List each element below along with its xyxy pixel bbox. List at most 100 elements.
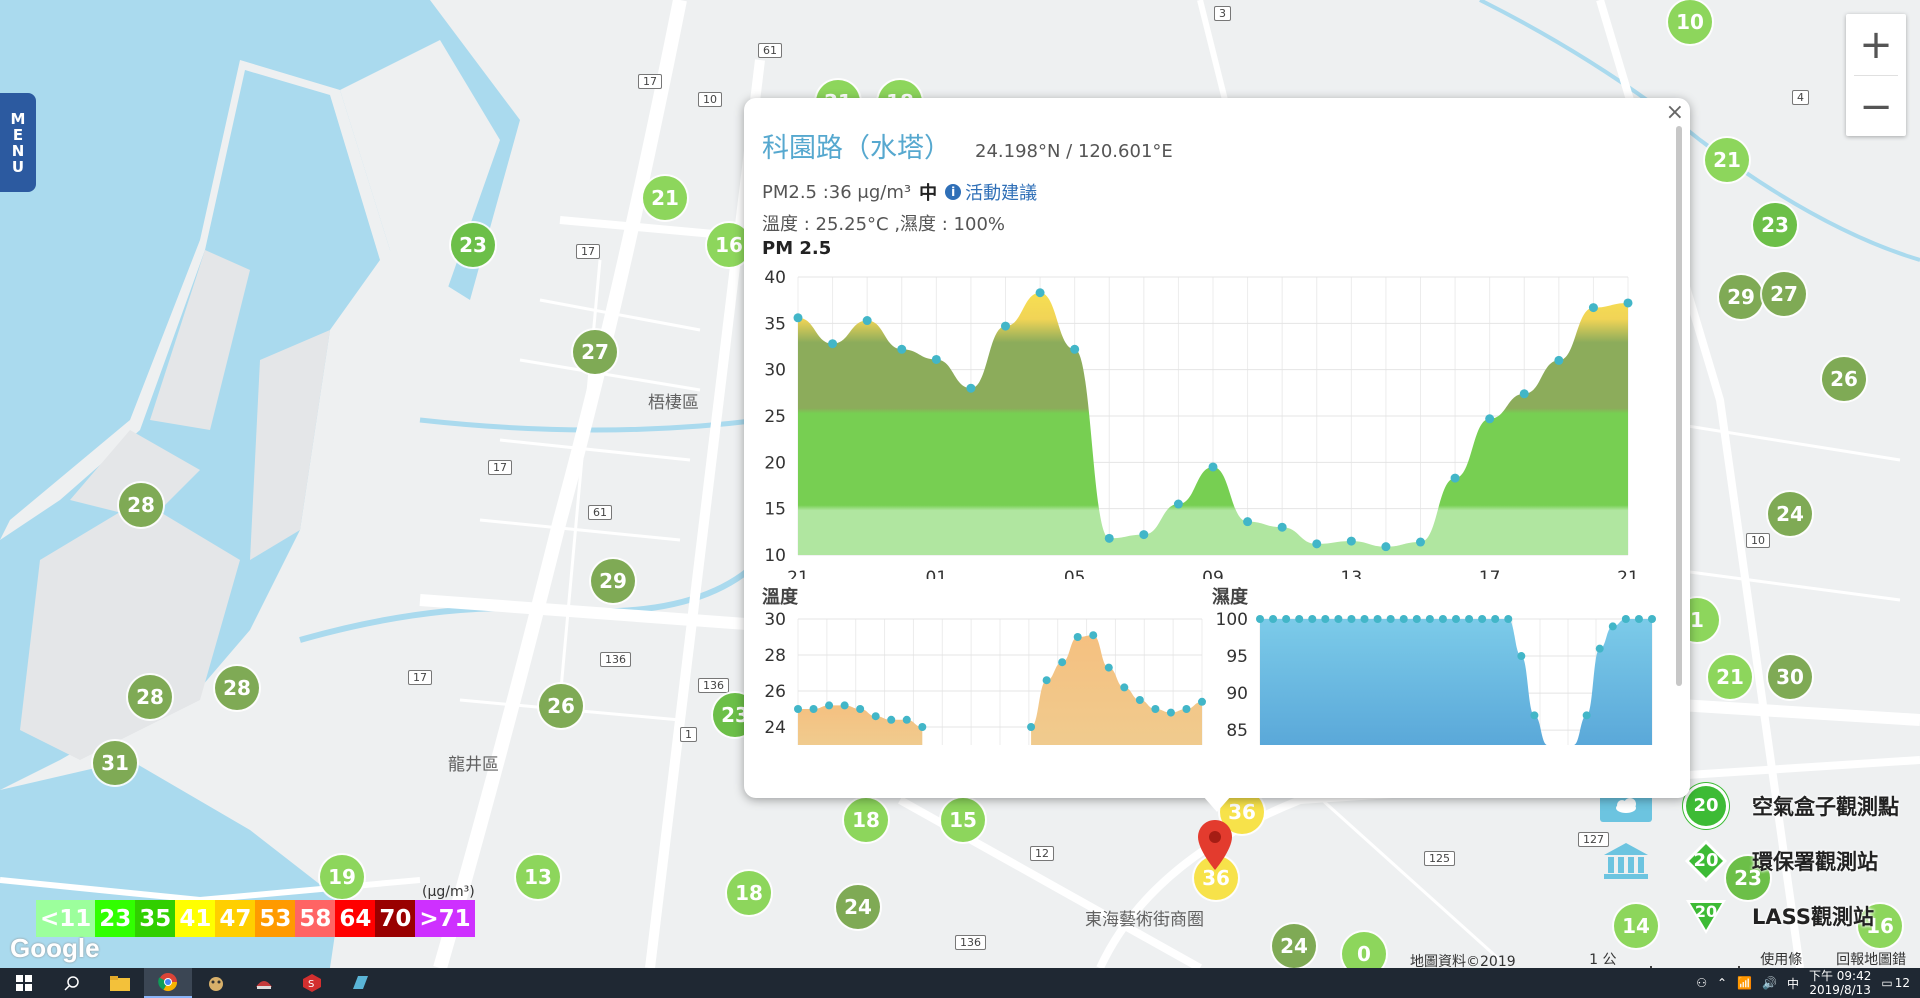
station-cluster[interactable]: 13	[516, 855, 560, 899]
popup-scrollbar[interactable]	[1676, 126, 1682, 686]
file-explorer-icon[interactable]	[96, 968, 144, 998]
data-point	[918, 723, 927, 731]
menu-letter: E	[12, 125, 24, 144]
chevron-up-icon[interactable]: ⌃	[1716, 976, 1728, 990]
station-cluster[interactable]: 21	[1708, 655, 1752, 699]
station-cluster[interactable]: 21	[1705, 138, 1749, 182]
legend-row-epa[interactable]: 20 環保署觀測站	[1600, 833, 1920, 888]
chrome-icon[interactable]	[144, 968, 192, 998]
zoom-out-button[interactable]: −	[1859, 83, 1893, 130]
station-cluster[interactable]: 27	[1762, 272, 1806, 316]
menu-button[interactable]: M E N U	[0, 93, 36, 192]
data-point	[1334, 615, 1343, 623]
station-cluster[interactable]: 21	[643, 176, 687, 220]
data-point	[793, 313, 803, 323]
network-icon[interactable]: 📶	[1737, 976, 1752, 990]
data-point	[1491, 615, 1500, 623]
app-icon[interactable]	[336, 968, 384, 998]
data-point	[1595, 644, 1604, 653]
google-logo[interactable]: Google	[10, 933, 100, 963]
legend-segment: >71	[415, 900, 475, 937]
data-point	[1139, 530, 1149, 540]
station-cluster[interactable]: 26	[1822, 357, 1866, 401]
data-point	[1450, 473, 1460, 483]
station-cluster[interactable]: 28	[215, 666, 259, 710]
station-type-legend: 20 空氣盒子觀測點 20 環保署觀測站 20 LASS觀測站	[1600, 778, 1920, 943]
menu-letter: M	[10, 109, 26, 128]
station-cluster[interactable]: 28	[128, 675, 172, 719]
close-icon[interactable]: ×	[1665, 100, 1684, 125]
station-cluster[interactable]: 18	[727, 871, 771, 915]
data-point	[1517, 652, 1526, 661]
area-label-longjing: 龍井區	[448, 755, 499, 775]
station-cluster[interactable]: 23	[1753, 203, 1797, 247]
road-shield: 17	[488, 460, 512, 475]
popup-header: 科園路（水塔） 24.198°N / 120.601°E	[762, 126, 1666, 165]
station-cluster[interactable]: 26	[539, 684, 583, 728]
data-point	[1554, 355, 1564, 365]
y-tick-label: 30	[764, 610, 786, 630]
x-tick-label: 17	[1479, 568, 1501, 579]
app-icon[interactable]	[240, 968, 288, 998]
data-point	[1386, 615, 1395, 623]
notification-icon[interactable]: ▭ 12	[1881, 976, 1910, 990]
station-cluster[interactable]: 29	[591, 559, 635, 603]
station-cluster[interactable]: 23	[1726, 856, 1770, 900]
station-cluster[interactable]: 23	[451, 223, 495, 267]
data-point	[1648, 615, 1656, 623]
station-cluster[interactable]: 14	[1614, 904, 1658, 948]
zoom-in-button[interactable]: +	[1859, 21, 1893, 68]
data-point	[1634, 615, 1643, 623]
road-shield: 10	[1746, 533, 1770, 548]
station-cluster[interactable]: 24	[1768, 492, 1812, 536]
y-tick-label: 25	[764, 407, 786, 427]
legend-row-lass[interactable]: 20 LASS觀測站	[1600, 888, 1920, 943]
station-cluster[interactable]: 15	[941, 798, 985, 842]
legend-segment: 35	[135, 900, 176, 937]
station-cluster[interactable]: 24	[836, 885, 880, 929]
area-fill	[1031, 635, 1202, 745]
road-shield: 1	[680, 727, 697, 742]
data-point	[1208, 462, 1218, 472]
station-title: 科園路（水塔）	[762, 133, 951, 164]
x-tick-label: 21	[1617, 568, 1639, 579]
humidity-chart-title: 濕度	[1212, 587, 1248, 608]
y-tick-label: 95	[1226, 647, 1248, 667]
station-cluster[interactable]: 0	[1342, 932, 1386, 968]
system-tray: ⚇ ⌃ 📶 🔊 中 下午 09:42 2019/8/13 ▭ 12	[1696, 969, 1920, 997]
activity-advice-link[interactable]: i 活動建議	[945, 179, 1037, 205]
data-point	[1120, 683, 1129, 692]
clock-time: 下午 09:42	[1808, 969, 1872, 983]
windows-start-icon[interactable]	[0, 968, 48, 998]
station-cluster[interactable]: 18	[844, 798, 888, 842]
station-cluster[interactable]: 30	[1768, 655, 1812, 699]
ime-indicator[interactable]: 中	[1786, 976, 1799, 991]
data-point	[1321, 615, 1330, 623]
station-cluster[interactable]: 10	[1668, 0, 1712, 44]
station-cluster[interactable]: 28	[119, 483, 163, 527]
station-cluster[interactable]: 16	[1858, 904, 1902, 948]
pm25-reading: PM2.5 :36 μg/m³	[762, 181, 912, 203]
station-cluster[interactable]: 31	[93, 741, 137, 785]
search-icon[interactable]	[48, 968, 96, 998]
station-cluster[interactable]: 16	[707, 223, 751, 267]
data-point	[1582, 711, 1591, 720]
station-cluster[interactable]: 29	[1719, 275, 1763, 319]
data-point	[1478, 615, 1487, 623]
data-point	[1308, 615, 1317, 623]
legend-segment: 53	[255, 900, 296, 937]
pm25-chart: 10 15 20 25 30 35 40 21 01 05 09 13 17 21	[764, 268, 1639, 588]
volume-icon[interactable]: 🔊	[1762, 976, 1777, 990]
station-cluster[interactable]: 27	[573, 330, 617, 374]
app-icon[interactable]: S	[288, 968, 336, 998]
road-shield: 17	[408, 670, 432, 685]
people-icon[interactable]: ⚇	[1696, 976, 1707, 990]
station-cluster[interactable]: 19	[320, 855, 364, 899]
menu-letter: N	[11, 141, 25, 160]
clock[interactable]: 下午 09:42 2019/8/13	[1809, 969, 1871, 997]
data-point	[1608, 622, 1617, 631]
data-point	[1416, 537, 1425, 547]
app-icon[interactable]	[192, 968, 240, 998]
data-point	[871, 712, 880, 721]
station-cluster[interactable]: 24	[1272, 924, 1316, 968]
